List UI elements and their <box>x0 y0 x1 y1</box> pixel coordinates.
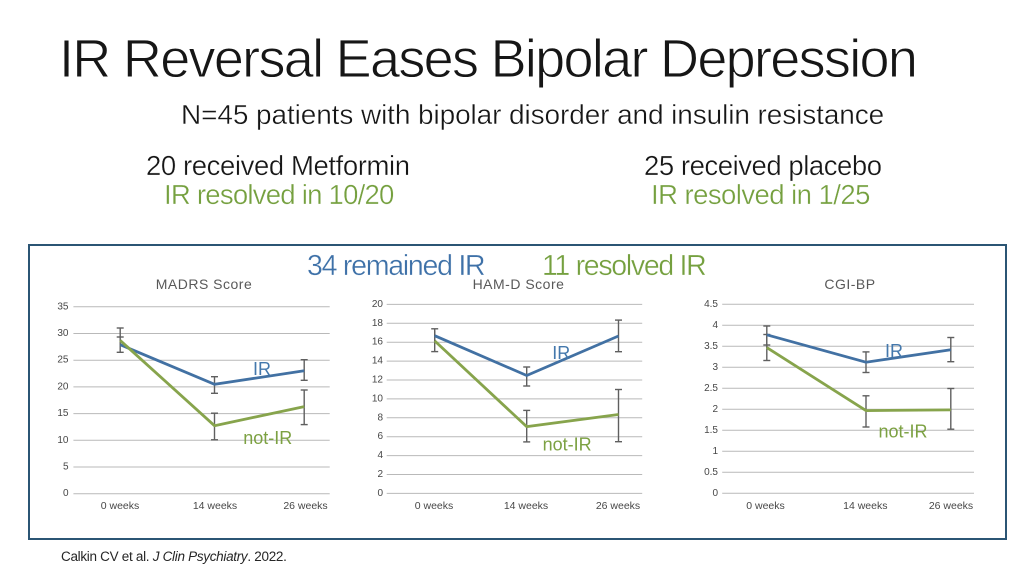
svg-text:HAM-D Score: HAM-D Score <box>473 276 565 292</box>
svg-text:CGI-BP: CGI-BP <box>824 276 875 292</box>
svg-text:26 weeks: 26 weeks <box>929 500 973 512</box>
svg-text:not-IR: not-IR <box>878 422 927 442</box>
svg-text:0: 0 <box>377 488 383 499</box>
svg-text:1.5: 1.5 <box>704 425 718 436</box>
svg-text:15: 15 <box>57 408 69 419</box>
svg-text:3.5: 3.5 <box>704 341 718 352</box>
svg-text:2: 2 <box>377 469 383 480</box>
svg-text:0: 0 <box>712 488 718 499</box>
svg-text:6: 6 <box>377 431 383 442</box>
svg-text:30: 30 <box>57 328 69 339</box>
svg-text:26 weeks: 26 weeks <box>283 500 327 512</box>
svg-text:0: 0 <box>63 488 69 499</box>
svg-text:35: 35 <box>57 301 69 312</box>
svg-text:IR: IR <box>552 343 570 363</box>
svg-text:14 weeks: 14 weeks <box>843 500 887 512</box>
svg-text:14: 14 <box>372 356 384 367</box>
svg-text:5: 5 <box>63 462 69 473</box>
svg-text:8: 8 <box>377 412 383 423</box>
svg-text:14 weeks: 14 weeks <box>193 500 237 512</box>
svg-text:10: 10 <box>372 393 384 404</box>
svg-text:20: 20 <box>57 381 69 392</box>
svg-text:1: 1 <box>712 446 718 457</box>
svg-text:3: 3 <box>712 362 718 373</box>
svg-text:20: 20 <box>372 299 384 310</box>
svg-text:4: 4 <box>712 320 718 331</box>
svg-text:26 weeks: 26 weeks <box>596 500 640 512</box>
svg-text:0.5: 0.5 <box>704 467 718 478</box>
svg-text:not-IR: not-IR <box>543 435 592 455</box>
svg-text:16: 16 <box>372 337 384 348</box>
svg-text:12: 12 <box>372 375 384 386</box>
svg-text:0 weeks: 0 weeks <box>746 500 785 512</box>
svg-text:4.5: 4.5 <box>704 299 718 310</box>
svg-text:2: 2 <box>712 404 718 415</box>
svg-text:not-IR: not-IR <box>243 428 292 448</box>
svg-text:4: 4 <box>377 450 383 461</box>
svg-text:0 weeks: 0 weeks <box>101 500 140 512</box>
svg-text:25: 25 <box>57 355 69 366</box>
svg-text:IR: IR <box>885 341 903 361</box>
svg-text:14 weeks: 14 weeks <box>504 500 548 512</box>
svg-text:0 weeks: 0 weeks <box>415 500 454 512</box>
svg-text:IR: IR <box>253 359 271 379</box>
svg-text:18: 18 <box>372 318 384 329</box>
svg-text:MADRS Score: MADRS Score <box>156 276 253 292</box>
svg-text:10: 10 <box>57 435 69 446</box>
svg-text:2.5: 2.5 <box>704 383 718 394</box>
